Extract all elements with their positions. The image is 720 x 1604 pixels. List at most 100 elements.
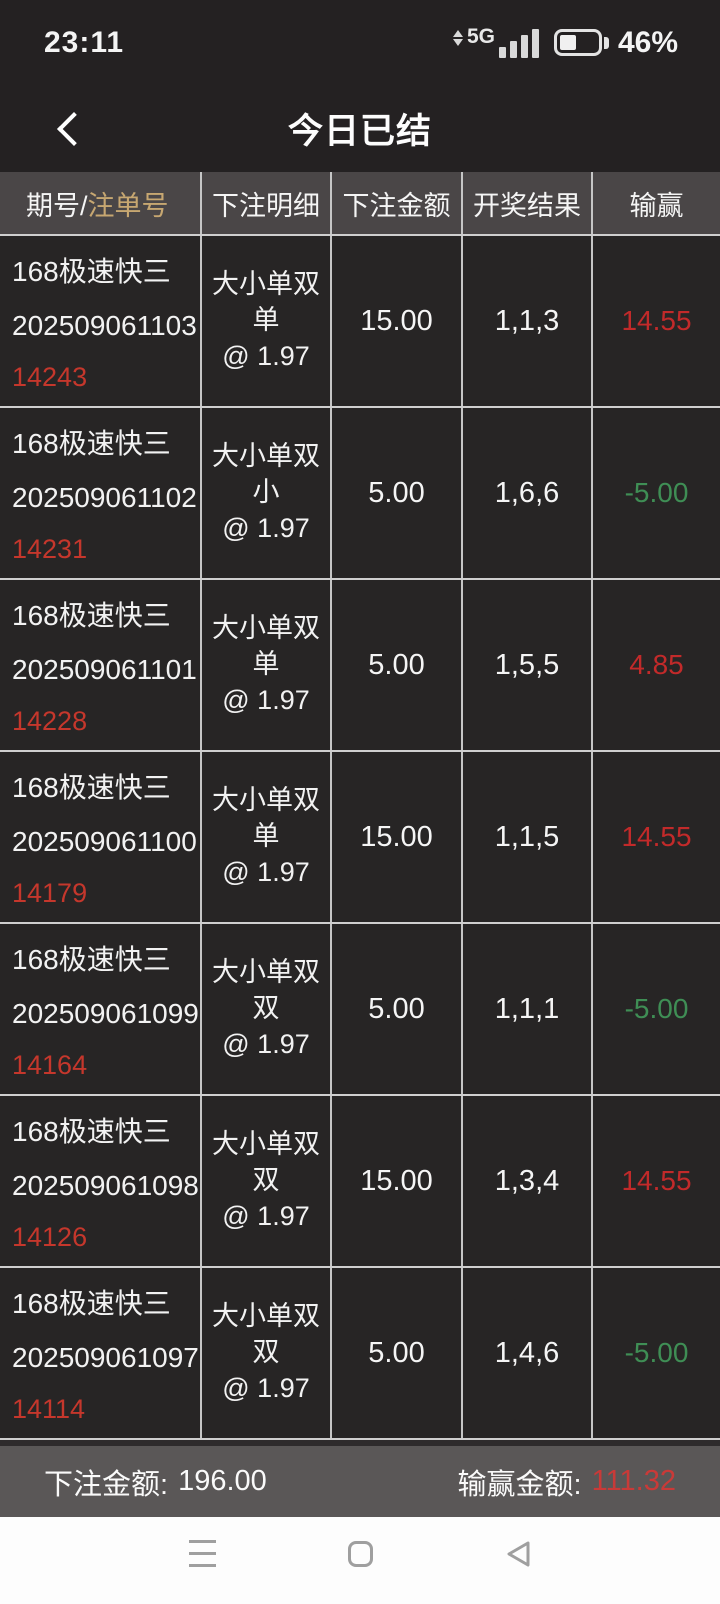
order-id: 14126 (12, 1221, 88, 1252)
bet-amount-cell: 5.00 (332, 1268, 463, 1438)
draw-result-cell: 1,1,5 (463, 752, 593, 922)
bet-odds: @ 1.97 (222, 1200, 310, 1231)
back-chevron-icon (57, 111, 91, 146)
draw-result-cell: 1,6,6 (463, 408, 593, 578)
bet-type: 大小单双 (212, 269, 320, 300)
bet-detail-cell: 大小单双 单 @ 1.97 (202, 580, 332, 750)
game-name: 168极速快三 (12, 1287, 171, 1319)
bet-odds: @ 1.97 (222, 1372, 310, 1403)
status-time: 23:11 (44, 25, 125, 59)
game-name: 168极速快三 (12, 427, 171, 459)
win-loss-cell: -5.00 (624, 477, 689, 508)
bet-type: 大小单双 (212, 785, 320, 816)
bet-odds: @ 1.97 (222, 512, 310, 543)
order-id: 14164 (12, 1049, 88, 1080)
bet-type: 大小单双 (212, 613, 320, 644)
bet-detail-cell: 大小单双 双 @ 1.97 (202, 1268, 332, 1438)
bet-history-table: 期号/注单号 下注明细 下注金额 开奖结果 输赢 168极速快三 2025090… (0, 172, 720, 1440)
status-indicators: 5G 46% (452, 24, 678, 61)
period-order-cell: 168极速快三 202509061102 14231 (0, 408, 202, 578)
table-row: 168极速快三 202509061097 14114 大小单双 双 @ 1.97… (0, 1268, 720, 1440)
signal-strength-icon (498, 28, 539, 58)
bet-amount-cell: 15.00 (332, 236, 463, 406)
bet-amount-cell: 5.00 (332, 924, 463, 1094)
total-bet-value: 196.00 (178, 1465, 267, 1497)
bet-type: 大小单双 (212, 1301, 320, 1332)
bet-odds: @ 1.97 (222, 1028, 310, 1059)
col-header-bet-detail: 下注明细 (202, 172, 332, 234)
order-id: 14179 (12, 877, 88, 908)
period-number: 202509061098 (12, 1169, 199, 1201)
table-row: 168极速快三 202509061101 14228 大小单双 单 @ 1.97… (0, 580, 720, 752)
bet-detail-cell: 大小单双 单 @ 1.97 (202, 752, 332, 922)
win-loss-cell: 14.55 (621, 821, 692, 852)
table-header-row: 期号/注单号 下注明细 下注金额 开奖结果 输赢 (0, 172, 720, 236)
system-nav-bar (0, 1517, 720, 1604)
game-name: 168极速快三 (12, 1115, 171, 1147)
order-id: 14231 (12, 533, 88, 564)
period-order-cell: 168极速快三 202509061097 14114 (0, 1268, 202, 1438)
menu-icon (188, 1540, 216, 1567)
period-order-cell: 168极速快三 202509061101 14228 (0, 580, 202, 750)
bet-amount-cell: 5.00 (332, 408, 463, 578)
bet-detail-cell: 大小单双 单 @ 1.97 (202, 236, 332, 406)
bet-type: 大小单双 (212, 957, 320, 988)
order-id: 14243 (12, 361, 88, 392)
draw-result-cell: 1,4,6 (463, 1268, 593, 1438)
period-order-cell: 168极速快三 202509061100 14179 (0, 752, 202, 922)
battery-percent: 46% (617, 25, 678, 59)
table-row: 168极速快三 202509061100 14179 大小单双 单 @ 1.97… (0, 752, 720, 924)
bet-odds: @ 1.97 (222, 340, 310, 371)
bet-type: 大小单双 (212, 1129, 320, 1160)
bet-amount-cell: 5.00 (332, 580, 463, 750)
period-order-cell: 168极速快三 202509061099 14164 (0, 924, 202, 1094)
table-row: 168极速快三 202509061103 14243 大小单双 单 @ 1.97… (0, 236, 720, 408)
battery-icon (553, 29, 609, 56)
recents-button[interactable] (172, 1524, 232, 1584)
bet-odds: @ 1.97 (222, 856, 310, 887)
period-number: 202509061102 (12, 481, 197, 513)
network-type-label: 5G (466, 24, 495, 48)
bet-pick: 双 (252, 1337, 280, 1368)
draw-result-cell: 1,3,4 (463, 1096, 593, 1266)
home-icon (347, 1540, 373, 1567)
divider (0, 1440, 720, 1446)
bet-type: 大小单双 (212, 441, 320, 472)
win-loss-cell: 14.55 (621, 305, 692, 336)
bet-odds: @ 1.97 (222, 684, 310, 715)
bet-pick: 小 (252, 477, 280, 508)
period-order-cell: 168极速快三 202509061098 14126 (0, 1096, 202, 1266)
period-number: 202509061100 (12, 825, 197, 857)
bet-pick: 双 (252, 993, 280, 1024)
home-button[interactable] (330, 1524, 390, 1584)
table-row: 168极速快三 202509061099 14164 大小单双 双 @ 1.97… (0, 924, 720, 1096)
back-nav-button[interactable] (488, 1524, 548, 1584)
col-header-draw-result: 开奖结果 (463, 172, 593, 234)
table-row: 168极速快三 202509061102 14231 大小单双 小 @ 1.97… (0, 408, 720, 580)
period-number: 202509061101 (12, 653, 197, 685)
order-id: 14114 (12, 1393, 86, 1424)
bet-amount-cell: 15.00 (332, 1096, 463, 1266)
network-group: 5G (452, 24, 539, 61)
bet-amount-cell: 15.00 (332, 752, 463, 922)
back-triangle-icon (507, 1541, 530, 1566)
page-title: 今日已结 (287, 112, 432, 151)
win-loss-cell: 4.85 (629, 649, 684, 680)
back-button[interactable] (40, 85, 100, 172)
total-bet: 下注金额: 196.00 (44, 1461, 267, 1503)
bet-detail-cell: 大小单双 双 @ 1.97 (202, 1096, 332, 1266)
period-number: 202509061103 (12, 309, 197, 341)
status-bar: 23:11 5G 46% (0, 0, 720, 85)
summary-bar: 下注金额: 196.00 输赢金额: 111.32 (0, 1446, 720, 1517)
bet-detail-cell: 大小单双 双 @ 1.97 (202, 924, 332, 1094)
win-loss-cell: -5.00 (624, 993, 689, 1024)
order-id: 14228 (12, 705, 88, 736)
total-win-label: 输赢金额: (457, 1468, 582, 1501)
bet-pick: 双 (252, 1165, 280, 1196)
col-header-win-loss: 输赢 (629, 190, 684, 221)
game-name: 168极速快三 (12, 771, 171, 803)
bet-pick: 单 (252, 649, 280, 680)
app-header: 今日已结 (0, 85, 720, 172)
table-row: 168极速快三 202509061098 14126 大小单双 双 @ 1.97… (0, 1096, 720, 1268)
